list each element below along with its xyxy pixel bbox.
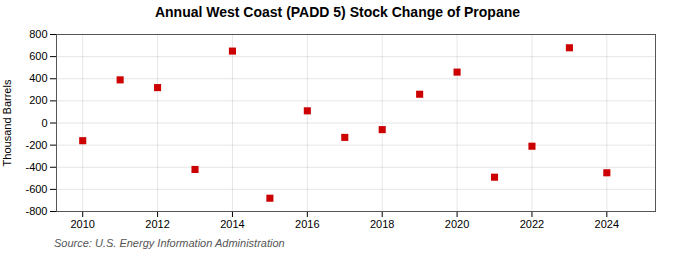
html-text:Source: U.S. Energy Informatio: Source: U.S. Energy Information Administ… [54,237,285,249]
svg-text:-600: -600 [25,183,47,195]
svg-text:2010: 2010 [70,218,94,230]
html-text:Annual West Coast (PADD 5) Sto: Annual West Coast (PADD 5) Stock Change … [155,4,520,20]
svg-text:-200: -200 [25,139,47,151]
svg-text:0: 0 [41,117,47,129]
svg-text:400: 400 [29,72,47,84]
svg-text:2014: 2014 [220,218,244,230]
svg-text:-400: -400 [25,161,47,173]
svg-text:800: 800 [29,28,47,40]
svg-text:2022: 2022 [520,218,544,230]
svg-text:2016: 2016 [295,218,319,230]
svg-text:2020: 2020 [445,218,469,230]
svg-text:200: 200 [29,94,47,106]
svg-text:600: 600 [29,50,47,62]
svg-text:2012: 2012 [145,218,169,230]
svg-text:-800: -800 [25,205,47,217]
svg-text:2024: 2024 [595,218,619,230]
svg-text:2018: 2018 [370,218,394,230]
svg-text:Thousand Barrels: Thousand Barrels [1,79,13,166]
